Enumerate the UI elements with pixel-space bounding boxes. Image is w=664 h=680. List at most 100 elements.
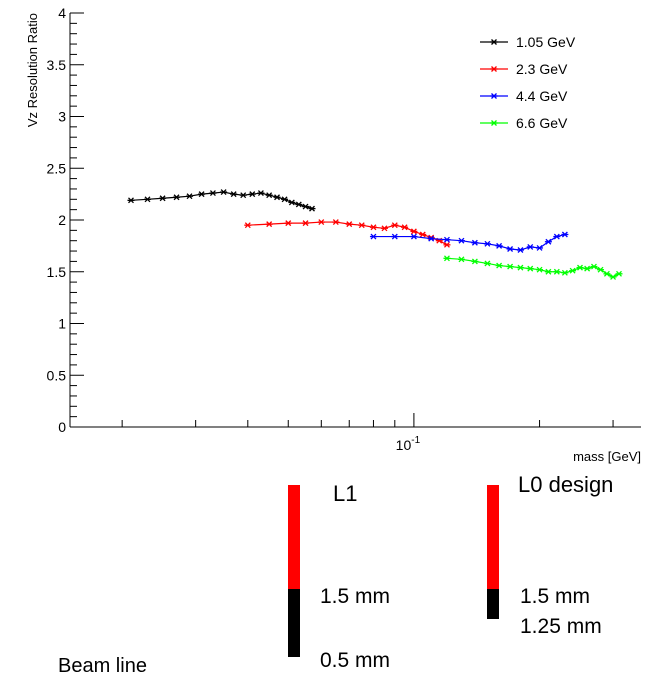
data-point	[553, 233, 561, 240]
y-tick-label: 1.5	[47, 264, 67, 280]
data-point	[495, 242, 503, 249]
data-point	[186, 193, 194, 200]
data-point	[317, 219, 325, 226]
data-point	[380, 225, 388, 232]
data-point	[471, 258, 479, 265]
data-point	[173, 194, 181, 201]
l1-sensor-bar	[288, 485, 300, 589]
l0-top-label: 1.5 mm	[520, 585, 591, 608]
data-point	[495, 262, 503, 269]
y-tick-label: 0	[58, 419, 66, 435]
l0-dead-bar	[487, 589, 499, 619]
l0-bottom-label: 1.25 mm	[520, 615, 602, 638]
data-point	[281, 196, 289, 203]
data-point	[265, 192, 273, 199]
legend-marker	[490, 120, 498, 126]
x-axis-label: mass [GeV]	[573, 449, 641, 464]
data-point	[583, 265, 591, 272]
data-point	[369, 224, 377, 231]
data-point	[332, 219, 340, 226]
y-tick-label: 3.5	[47, 57, 67, 73]
data-point	[576, 264, 584, 271]
data-point	[516, 247, 524, 253]
legend-marker	[490, 39, 498, 45]
legend-marker	[490, 66, 498, 72]
data-point	[159, 195, 167, 202]
data-point	[369, 233, 377, 240]
data-point	[302, 203, 310, 210]
y-tick-label: 0.5	[47, 367, 67, 383]
data-point	[419, 231, 427, 238]
data-point	[457, 256, 465, 263]
beam-line-label: Beam line	[58, 655, 147, 677]
data-point	[143, 196, 151, 203]
data-point	[302, 220, 310, 227]
data-point	[295, 201, 303, 208]
series-line	[373, 233, 566, 251]
legend-label: 6.6 GeV	[516, 115, 568, 131]
y-tick-label: 2.5	[47, 160, 67, 176]
legend-entry: 4.4 GeV	[480, 88, 568, 104]
data-point	[288, 199, 296, 206]
y-tick-label: 2	[58, 212, 66, 228]
data-point	[410, 228, 418, 235]
data-point	[569, 267, 577, 274]
data-point	[471, 239, 479, 246]
l1-dead-bar	[288, 589, 300, 657]
data-point	[248, 191, 256, 198]
y-tick-label: 3	[58, 109, 66, 125]
data-marks	[127, 189, 623, 280]
data-point	[561, 269, 569, 276]
data-point	[609, 273, 617, 280]
data-point	[603, 270, 611, 277]
data-point	[590, 263, 598, 270]
data-point	[239, 192, 247, 199]
data-point	[443, 255, 451, 262]
data-point	[561, 231, 569, 238]
l0-title: L0 design	[518, 472, 614, 497]
data-point	[506, 263, 514, 270]
vz-resolution-chart: 0 0.5 1 1.5 2 2.5 3 3.5 4 10-1 mass [GeV] Vz Resolu…	[25, 5, 641, 464]
data-point	[553, 268, 561, 275]
data-point	[308, 205, 316, 212]
data-point	[597, 266, 605, 273]
data-point	[358, 222, 366, 229]
data-point	[401, 224, 409, 231]
legend-label: 4.4 GeV	[516, 88, 568, 104]
y-axis-label: Vz Resolution Ratio	[25, 13, 40, 127]
data-point	[544, 238, 552, 245]
legend-entry: 2.3 GeV	[480, 61, 568, 77]
data-point	[443, 241, 451, 248]
legend-label: 2.3 GeV	[516, 61, 568, 77]
y-tick-label: 1	[58, 316, 66, 332]
legend-entry: 1.05 GeV	[480, 34, 576, 50]
data-point	[526, 265, 534, 272]
axes: 0 0.5 1 1.5 2 2.5 3 3.5 4 10-1 mass [GeV] Vz Resolu…	[25, 5, 641, 464]
data-point	[198, 191, 206, 198]
data-point	[506, 246, 514, 252]
data-point	[391, 233, 399, 240]
data-point	[230, 191, 238, 198]
data-point	[443, 236, 451, 243]
data-point	[127, 197, 135, 204]
legend: 1.05 GeV 2.3 GeV 4.4 GeV 6.6 GeV	[480, 34, 576, 131]
legend-marker	[490, 93, 498, 99]
series-2-3-gev	[244, 219, 451, 248]
y-tick-label: 4	[58, 5, 66, 21]
data-point	[457, 237, 465, 244]
data-point	[209, 190, 217, 197]
data-point	[544, 268, 552, 275]
data-point	[273, 194, 281, 201]
data-point	[615, 270, 623, 277]
l1-top-label: 1.5 mm	[320, 585, 391, 608]
legend-entry: 6.6 GeV	[480, 115, 568, 131]
data-point	[257, 190, 265, 197]
series-6-6-gev	[443, 255, 623, 280]
legend-label: 1.05 GeV	[516, 34, 576, 50]
data-point	[536, 266, 544, 273]
x-tick-label: 10-1	[396, 435, 421, 453]
data-point	[244, 222, 252, 229]
l1-bottom-label: 0.5 mm	[320, 649, 391, 672]
series-4-4-gev	[369, 231, 569, 253]
data-point	[483, 260, 491, 267]
